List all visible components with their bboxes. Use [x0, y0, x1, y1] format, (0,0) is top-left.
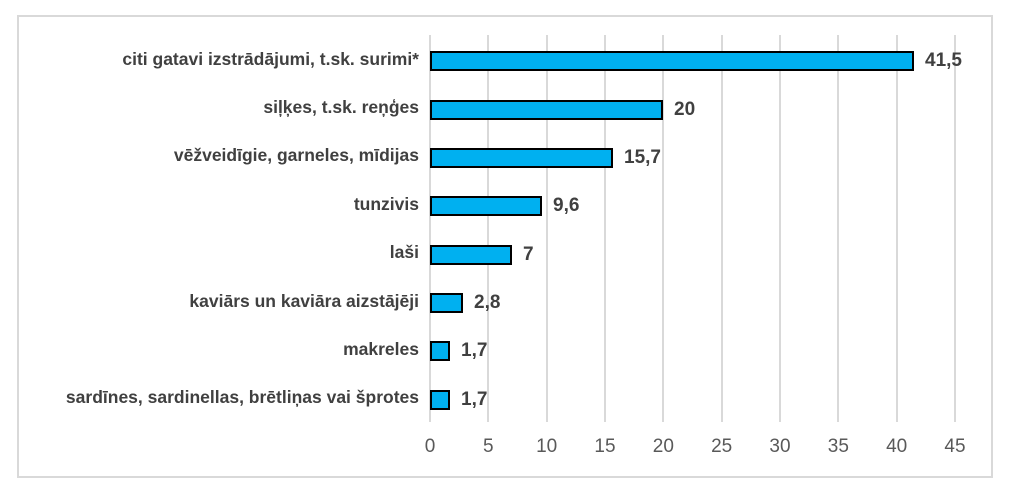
x-tick-label: 40: [886, 436, 908, 457]
gridline: [895, 35, 898, 422]
category-label: kaviārs un kaviāra aizstājēji: [189, 290, 419, 311]
bar: [430, 389, 450, 410]
chart-frame: citi gatavi izstrādājumi, t.sk. surimi* s…: [17, 15, 993, 478]
x-tick-label: 0: [424, 436, 436, 457]
category-label: siļķes, t.sk. reņģes: [263, 97, 419, 118]
gridline: [779, 35, 781, 422]
value-label: 2,8: [474, 292, 501, 314]
x-tick-label: 25: [711, 436, 733, 457]
value-label: 41,5: [925, 50, 962, 72]
gridline: [662, 35, 665, 422]
value-label: 7: [523, 243, 534, 265]
value-label: 9,6: [553, 195, 580, 217]
value-label: 1,7: [461, 340, 488, 362]
bar: [430, 293, 463, 314]
bar: [430, 341, 450, 362]
category-label: tunzivis: [353, 193, 419, 214]
category-label: makreles: [343, 338, 419, 359]
x-tick-label: 35: [827, 436, 849, 457]
gridline: [720, 35, 723, 422]
x-tick-label: 5: [483, 436, 494, 457]
bar: [430, 147, 613, 168]
x-tick-label: 10: [536, 436, 558, 457]
bar: [430, 244, 512, 265]
x-tick-label: 15: [594, 436, 616, 457]
gridline: [837, 35, 840, 422]
gridline: [604, 35, 606, 422]
value-label: 20: [674, 98, 696, 120]
x-tick-label: 30: [769, 436, 791, 457]
value-label: 15,7: [624, 146, 661, 168]
gridline: [954, 35, 956, 422]
category-label: citi gatavi izstrādājumi, t.sk. surimi*: [122, 48, 419, 69]
bar: [430, 196, 542, 217]
value-label: 1,7: [461, 388, 488, 410]
category-label: vēžveidīgie, garneles, mīdijas: [173, 145, 419, 166]
bar: [430, 99, 663, 120]
x-tick-label: 45: [944, 436, 966, 457]
gridline: [429, 35, 431, 422]
bar: [430, 51, 914, 72]
gridline: [545, 35, 548, 422]
category-label: laši: [389, 242, 419, 263]
x-tick-label: 20: [652, 436, 674, 457]
gridline: [487, 35, 490, 422]
category-label: sardīnes, sardinellas, brētliņas vai špr…: [65, 387, 419, 408]
